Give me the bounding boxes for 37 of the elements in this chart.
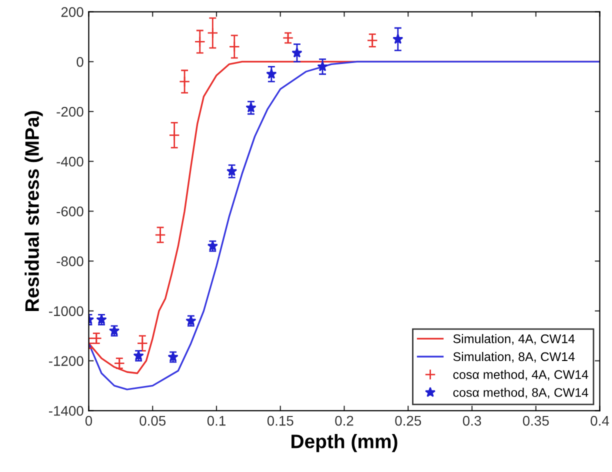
y-axis-title: Residual stress (MPa) (24, 111, 43, 311)
x-tick-label: 0 (85, 416, 92, 426)
legend-label: Simulation, 8A, CW14 (453, 352, 575, 363)
y-tick-label: 0 (76, 56, 84, 67)
point (228, 41, 240, 52)
legend-label: Simulation, 4A, CW14 (453, 334, 575, 345)
point (266, 68, 277, 79)
x-tick-label: 0.4 (590, 416, 610, 426)
point (154, 229, 166, 240)
point (392, 34, 404, 44)
x-tick-label: 0.1 (207, 416, 226, 426)
legend-label: cosα method, 4A, CW14 (453, 370, 588, 380)
y-tick-label: -1200 (48, 356, 84, 366)
y-tick-label: -400 (56, 156, 84, 167)
point (226, 166, 238, 176)
x-tick-label: 0.15 (267, 416, 294, 426)
y-tick-label: -1000 (48, 306, 84, 316)
point (317, 61, 328, 72)
point (246, 102, 256, 112)
x-tick-label: 0.3 (462, 416, 482, 426)
x-tick-label: 0.05 (140, 416, 166, 426)
x-axis-title: Depth (mm) (292, 434, 398, 452)
legend-label: cosα method, 8A, CW14 (453, 388, 588, 398)
point (136, 338, 148, 349)
point (179, 76, 190, 88)
y-tick-label: 200 (61, 7, 84, 17)
x-tick-label: 0.25 (395, 416, 422, 426)
point (168, 130, 180, 141)
y-tick-label: -800 (56, 256, 84, 266)
x-tick-label: 0.2 (335, 416, 354, 426)
x-tick-label: 0.35 (522, 416, 549, 426)
point (207, 27, 218, 39)
point (194, 36, 206, 48)
y-tick-label: -600 (56, 206, 84, 216)
y-tick-label: -200 (56, 106, 84, 117)
y-tick-label: -1400 (48, 406, 84, 416)
point (292, 47, 302, 58)
